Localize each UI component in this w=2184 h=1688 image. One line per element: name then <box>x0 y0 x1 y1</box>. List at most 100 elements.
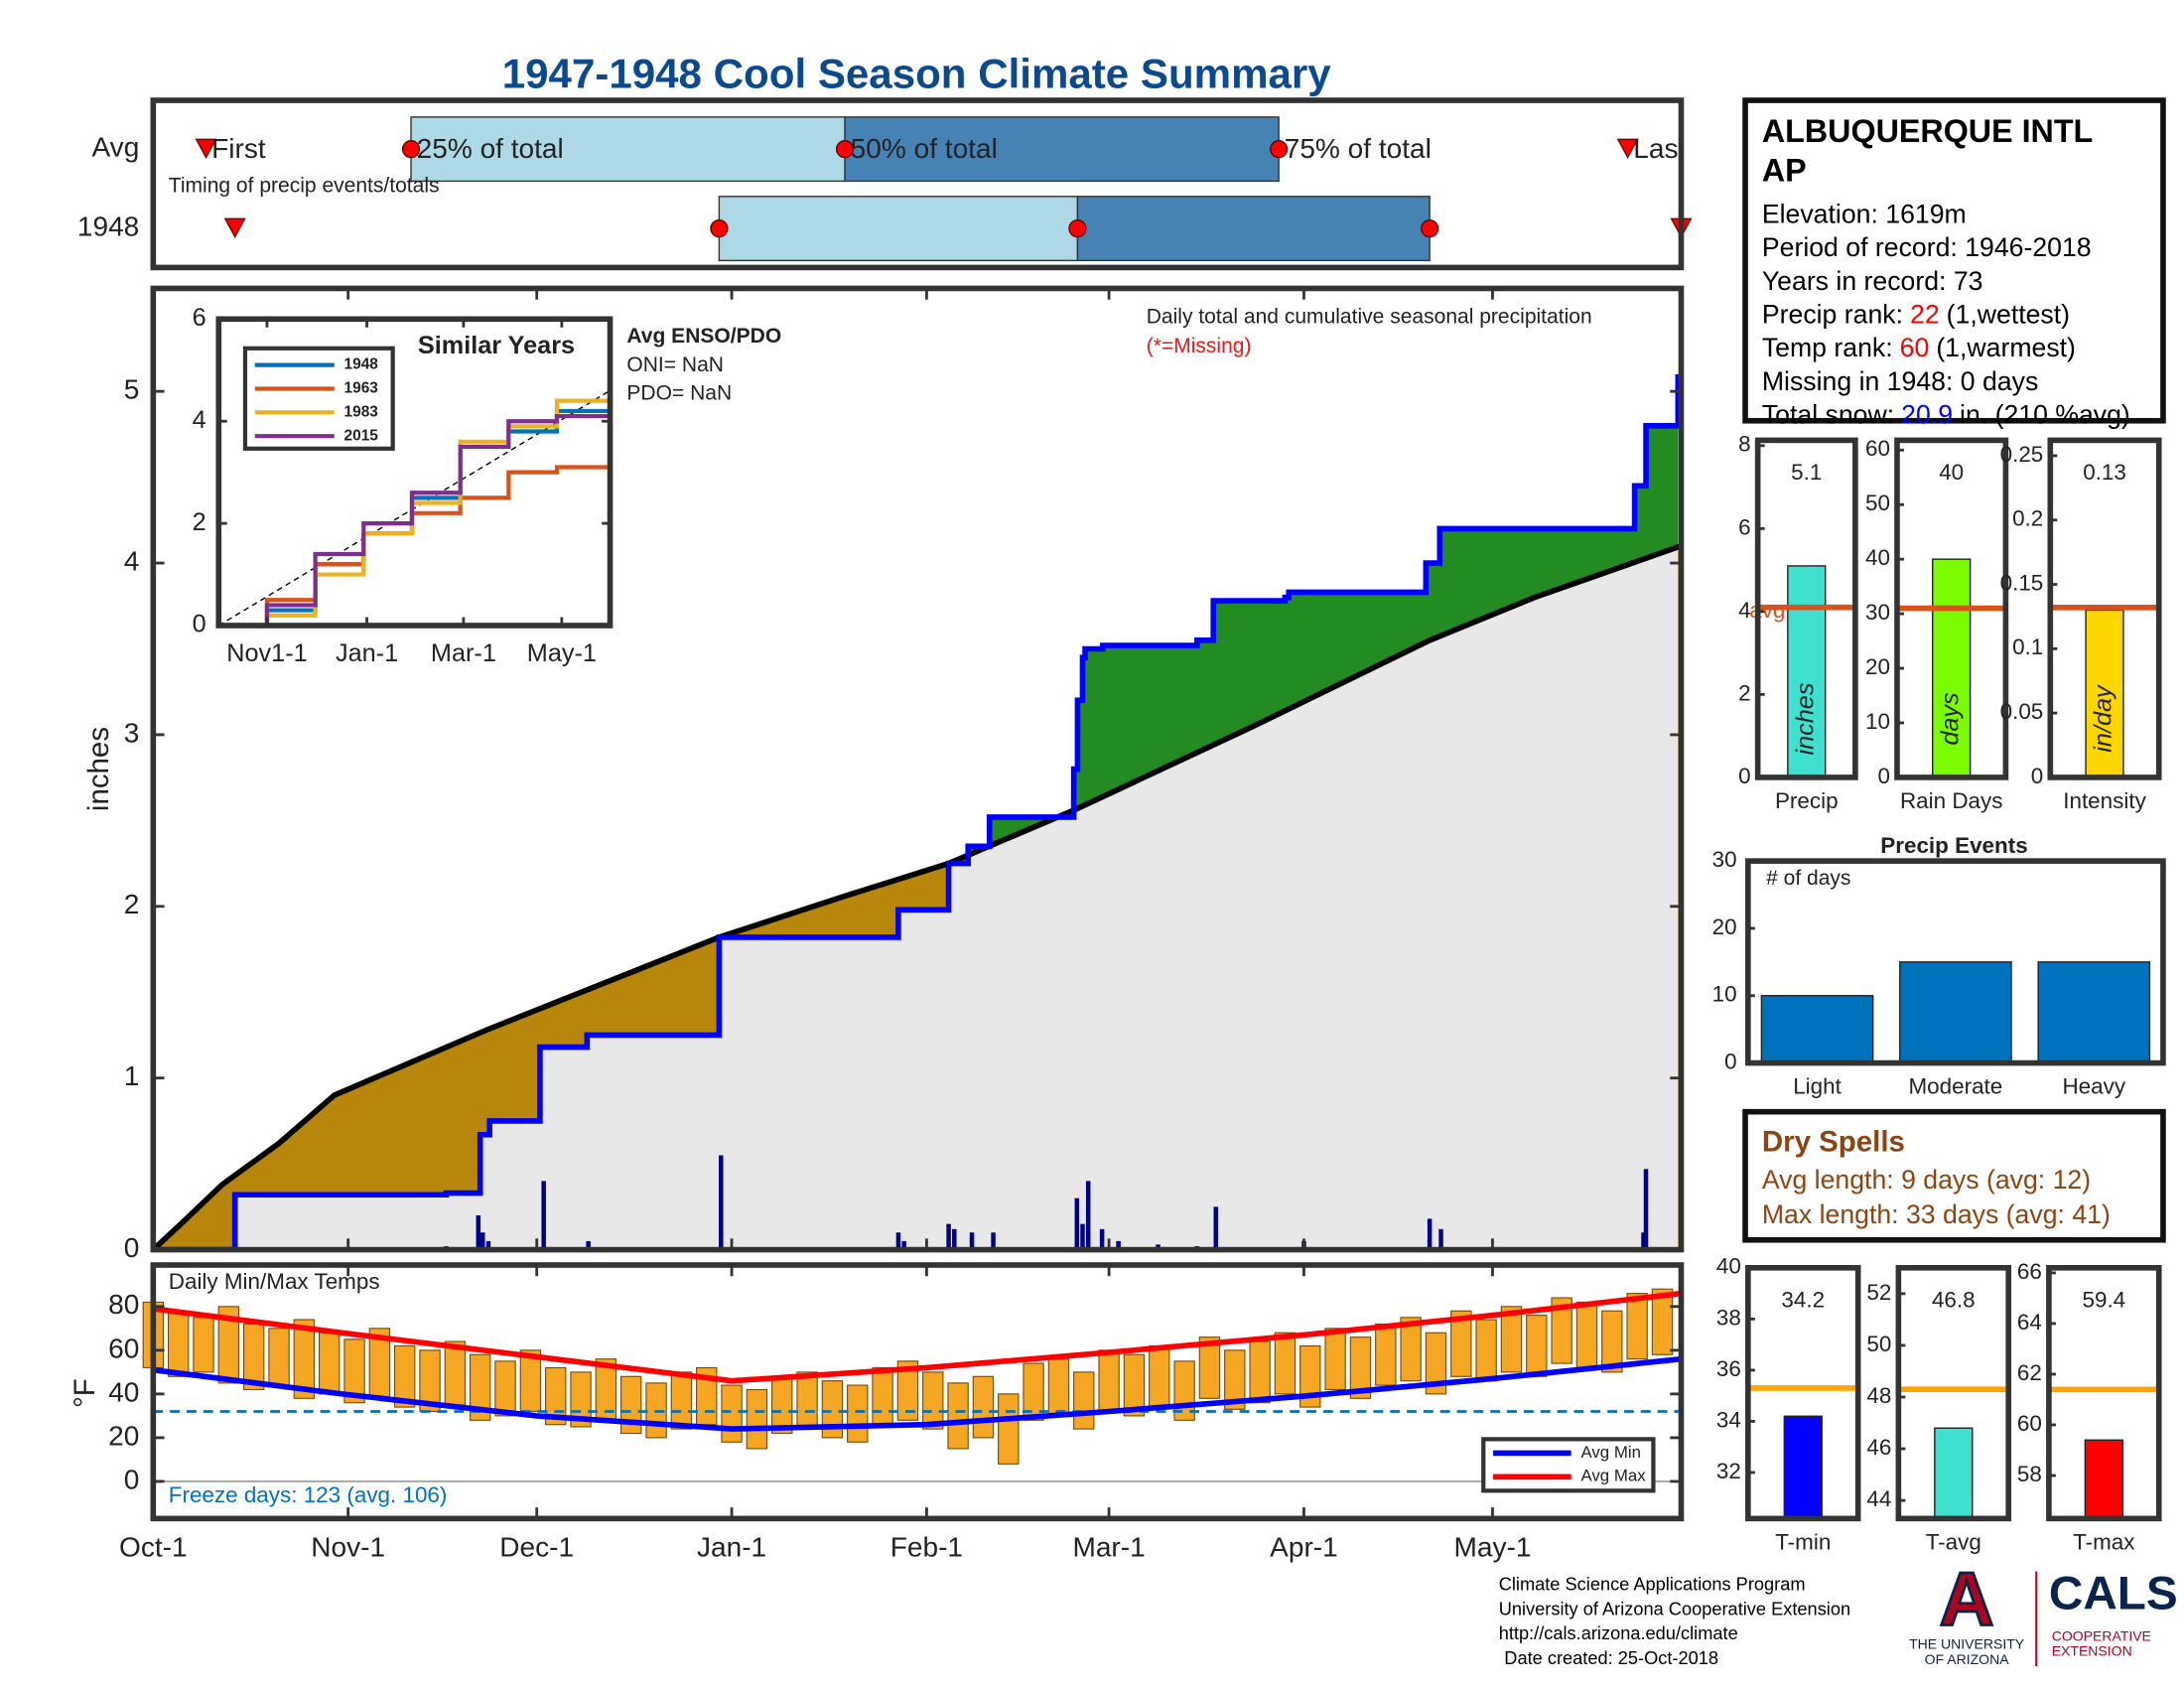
annotation: Timing of precip events/totals <box>169 175 440 198</box>
x-label: Rain Days <box>1900 788 2002 813</box>
y-tick-label: 36 <box>1716 1356 1741 1381</box>
temp-range-bar <box>972 1375 995 1439</box>
footer-line: Date created: 25-Oct-2018 <box>1504 1647 1718 1668</box>
daily-precip-bar <box>479 1232 485 1250</box>
y-tick-label: 48 <box>1866 1383 1891 1408</box>
station-info: Total snow: 20.9 in. (210 %avg) <box>1762 400 2130 430</box>
daily-precip-bar <box>952 1228 957 1250</box>
temp-range-bar <box>746 1388 768 1450</box>
similar-year-line <box>218 345 613 629</box>
daily-precip-bar <box>719 1155 724 1250</box>
logo-university: THE UNIVERSITY <box>1909 1636 2025 1652</box>
footer-line: Climate Science Applications Program <box>1499 1574 1806 1595</box>
x-tick-label: Nov1-1 <box>226 639 307 667</box>
bar <box>2037 961 2151 1064</box>
temp-range-bar <box>293 1319 316 1399</box>
bar <box>1932 558 1972 778</box>
event-marker <box>195 138 217 160</box>
daily-precip-bar <box>895 1232 901 1250</box>
x-label: Precip <box>1775 788 1839 813</box>
temp-range-bar <box>1526 1315 1548 1377</box>
temp-range-bar <box>1551 1297 1572 1364</box>
timing-frame <box>150 97 1685 271</box>
y-tick-label: 0.05 <box>2000 699 2044 724</box>
y-tick-label: 0 <box>124 1232 140 1263</box>
footer-line: http://cals.arizona.edu/climate <box>1499 1622 1738 1643</box>
y-tick-label: 46 <box>1866 1435 1891 1460</box>
y-tick-label: 0.2 <box>2012 506 2043 531</box>
total-marker <box>835 140 855 159</box>
legend-label: 1948 <box>344 356 379 373</box>
panel-frame <box>1895 1265 2012 1522</box>
station-info-part: Total snow: <box>1762 400 1894 430</box>
temp-range-bar <box>1299 1344 1321 1408</box>
enso-text: ONI= NaN <box>626 353 724 376</box>
logo-mark: A <box>1940 1557 1994 1641</box>
logo-extension: COOPERATIVE <box>2052 1627 2151 1643</box>
bar <box>1899 961 2012 1064</box>
main-frame <box>150 285 1685 1253</box>
station-info: Precip rank: 22 (1,wettest) <box>1762 300 2070 330</box>
y-tick-label: 0.1 <box>2012 634 2043 659</box>
bar <box>1783 1415 1823 1520</box>
daily-precip-bar <box>946 1223 951 1250</box>
temp-range-bar <box>1073 1371 1095 1430</box>
temp-range-bar <box>1098 1349 1120 1413</box>
y-tick-label: 60 <box>1865 436 1890 461</box>
bar <box>1934 1427 1974 1520</box>
temp-range-bar <box>1324 1328 1346 1391</box>
station-box <box>1742 97 2166 424</box>
event-marker <box>1616 138 1639 160</box>
dry-spells-box <box>1742 1108 2166 1243</box>
quartile-bar <box>410 116 846 183</box>
station-name: ALBUQUERQUE INTL <box>1762 113 2093 149</box>
temp-range-bar <box>1575 1301 1598 1369</box>
x-tick-label: Apr-1 <box>1270 1532 1338 1563</box>
logo-cals: CALS <box>2049 1568 2178 1620</box>
dry-spells-line: Avg length: 9 days (avg: 12) <box>1762 1165 2091 1195</box>
logo-extension: EXTENSION <box>2052 1643 2132 1659</box>
y-tick-label: 44 <box>1866 1486 1891 1511</box>
legend-label: 2015 <box>344 427 379 444</box>
bar <box>1760 995 1874 1064</box>
y-tick-label: 1 <box>124 1060 140 1091</box>
total-marker <box>710 219 729 238</box>
x-tick-label: Jan-1 <box>336 639 398 667</box>
temp-range-bar <box>1450 1310 1472 1377</box>
legend-label: Avg Max <box>1580 1467 1646 1485</box>
station-info: Temp rank: 60 (1,warmest) <box>1762 333 2076 362</box>
y-axis-label: inches <box>82 727 115 811</box>
temp-range-bar <box>721 1384 743 1443</box>
temp-range-bar <box>167 1310 190 1377</box>
y-tick-label: 66 <box>2017 1259 2042 1284</box>
value-label: 34.2 <box>1781 1287 1825 1312</box>
temp-range-bar <box>217 1306 240 1384</box>
station-info-part: 22 <box>1910 300 1940 330</box>
x-label: Intensity <box>2063 788 2146 813</box>
y-tick-label: 3 <box>124 717 140 748</box>
panel-frame <box>1745 1265 1861 1522</box>
event-marker <box>223 217 246 239</box>
daily-precip-bar <box>991 1232 996 1250</box>
daily-precip-bar <box>1074 1197 1080 1250</box>
quartile-bar <box>844 116 1280 183</box>
panel-frame <box>2046 1265 2162 1522</box>
legend-label: 1983 <box>344 403 379 420</box>
legend-box <box>1481 1437 1656 1493</box>
marker-label: 75% of total <box>1285 133 1432 164</box>
annotation: # of days <box>1766 867 1850 890</box>
y-tick-label: 32 <box>1716 1459 1741 1483</box>
value-label: 46.8 <box>1932 1287 1976 1312</box>
daily-precip-bar <box>901 1240 906 1250</box>
temp-range-bar <box>998 1393 1020 1465</box>
avg-cumulative-line <box>153 543 1682 1250</box>
temp-frame <box>150 1262 1685 1522</box>
quartile-bar <box>718 196 1079 262</box>
x-label: T-min <box>1775 1530 1831 1555</box>
daily-precip-bar <box>1643 1169 1649 1250</box>
station-info-part: 20.9 <box>1901 400 1953 430</box>
value-label: 40 <box>1939 460 1964 485</box>
temp-range-bar <box>1023 1362 1044 1421</box>
y-tick-label: 40 <box>1865 545 1890 570</box>
